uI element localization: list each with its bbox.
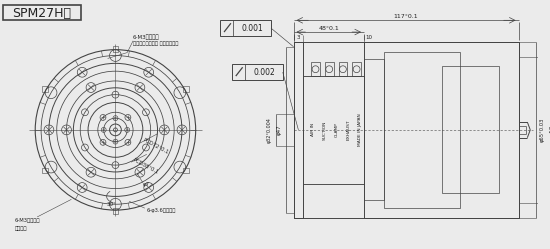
Text: φ32°0.004: φ32°0.004	[267, 117, 272, 143]
Text: 6-M3（等配）: 6-M3（等配）	[133, 34, 160, 40]
Text: 10: 10	[365, 35, 372, 40]
Text: 取付け用: 取付け用	[15, 226, 27, 231]
Text: 0.002: 0.002	[254, 68, 275, 77]
Text: EXHAUST: EXHAUST	[346, 120, 350, 140]
Text: 6-M3（等配）: 6-M3（等配）	[15, 218, 40, 223]
Bar	[338, 62, 347, 76]
Bar	[294, 42, 303, 218]
Bar	[294, 42, 519, 218]
Text: 0.001: 0.001	[241, 24, 263, 33]
Bar	[42, 86, 48, 92]
Text: PCD38°0.1: PCD38°0.1	[132, 157, 160, 175]
Text: AIR IN: AIR IN	[311, 123, 315, 136]
Text: φ65°0.03: φ65°0.03	[540, 118, 544, 142]
Bar	[383, 52, 460, 208]
Bar	[311, 62, 320, 76]
Bar	[303, 76, 364, 184]
Text: MADE IN JAPAN: MADE IN JAPAN	[358, 114, 362, 146]
Bar	[364, 42, 519, 218]
Text: 30°: 30°	[107, 202, 117, 207]
Bar	[113, 46, 118, 52]
Text: SUCTION: SUCTION	[323, 120, 327, 140]
Bar	[183, 86, 189, 92]
Bar	[183, 168, 189, 173]
Text: φ57: φ57	[549, 125, 550, 135]
Text: φ7: φ7	[143, 182, 150, 187]
Text: SPM27H型: SPM27H型	[13, 7, 72, 20]
Bar	[232, 64, 283, 80]
Bar	[3, 5, 81, 20]
Text: 6-φ3.6（等配）: 6-φ3.6（等配）	[147, 208, 176, 213]
Bar	[352, 62, 361, 76]
Text: バランス調整ネジ 取り外し不可: バランス調整ネジ 取り外し不可	[133, 41, 178, 46]
Text: φ47: φ47	[276, 124, 282, 135]
Bar	[113, 208, 118, 214]
Text: 117°0.1: 117°0.1	[394, 14, 419, 19]
Bar	[442, 66, 499, 193]
Bar	[42, 168, 48, 173]
Text: 3: 3	[296, 35, 300, 40]
Bar	[220, 20, 271, 36]
Text: PCD72°0.1: PCD72°0.1	[142, 137, 169, 155]
Bar	[325, 62, 334, 76]
Text: CLAMP: CLAMP	[334, 123, 339, 137]
Text: 48°0.1: 48°0.1	[318, 26, 339, 31]
Bar	[364, 60, 383, 200]
